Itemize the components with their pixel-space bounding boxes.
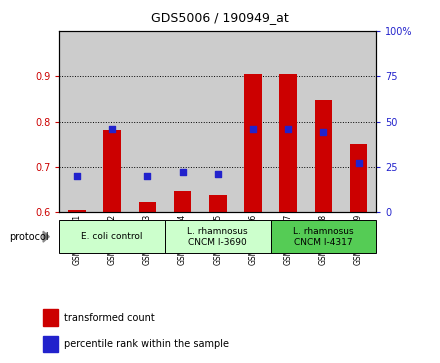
Point (285, 126, 292, 132)
Bar (174, 191, 191, 212)
Bar (271, 31, 306, 212)
Bar (200, 31, 235, 212)
Bar (43, 309, 58, 326)
FancyBboxPatch shape (59, 220, 165, 253)
Point (109, 126, 116, 132)
Bar (244, 74, 262, 212)
Bar (43, 336, 58, 352)
Text: percentile rank within the sample: percentile rank within the sample (64, 339, 229, 349)
Bar (68, 210, 86, 212)
Text: protocol: protocol (9, 232, 48, 242)
Point (179, 170, 186, 175)
Bar (103, 130, 121, 212)
Point (320, 130, 327, 135)
FancyBboxPatch shape (165, 220, 271, 253)
Text: L. rhamnosus
CNCM I-4317: L. rhamnosus CNCM I-4317 (293, 227, 354, 246)
Point (144, 173, 151, 179)
Text: GDS5006 / 190949_at: GDS5006 / 190949_at (151, 11, 289, 24)
Point (214, 171, 221, 177)
Bar (59, 31, 95, 212)
Point (355, 160, 362, 166)
Bar (279, 74, 297, 212)
Text: E. coli control: E. coli control (81, 232, 143, 241)
Bar (165, 31, 200, 212)
Point (249, 126, 257, 132)
Bar (235, 31, 271, 212)
Bar (209, 195, 227, 212)
Bar (95, 31, 130, 212)
Bar (341, 31, 376, 212)
Polygon shape (43, 231, 49, 242)
FancyBboxPatch shape (271, 220, 376, 253)
Bar (315, 100, 332, 212)
Text: L. rhamnosus
CNCM I-3690: L. rhamnosus CNCM I-3690 (187, 227, 248, 246)
Point (73, 173, 81, 179)
Text: transformed count: transformed count (64, 313, 155, 323)
Bar (130, 31, 165, 212)
Bar (306, 31, 341, 212)
Bar (350, 144, 367, 212)
Bar (139, 203, 156, 212)
